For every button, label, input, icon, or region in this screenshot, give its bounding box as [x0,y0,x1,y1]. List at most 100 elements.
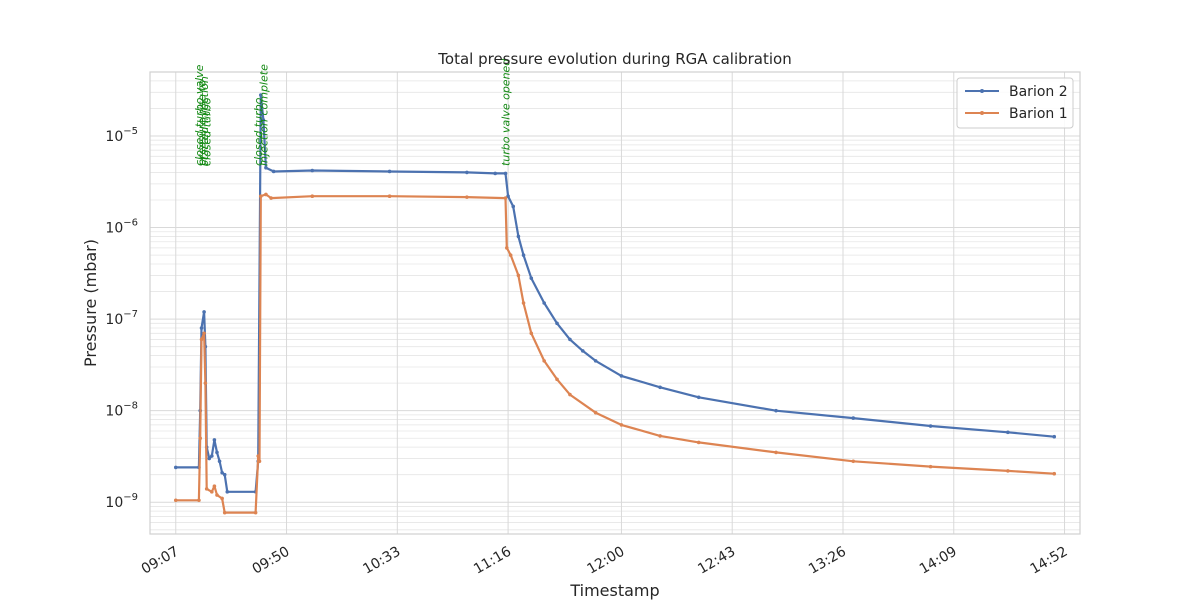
data-point-barion-2 [774,408,778,413]
data-point-barion-2 [212,438,217,442]
data-point-barion-2 [173,465,178,470]
data-point-barion-2 [222,472,227,477]
data-point-barion-1 [202,331,206,336]
data-point-barion-1 [257,459,262,464]
y-tick-label: 10−8 [105,401,138,420]
data-point-barion-1 [696,440,701,445]
legend-marker-barion-2 [980,89,984,93]
data-point-barion-1 [465,195,469,199]
data-point-barion-2 [555,321,559,326]
data-point-barion-2 [658,385,662,390]
data-point-barion-2 [210,454,214,458]
data-point-barion-1 [593,410,598,415]
chart-title: Total pressure evolution during RGA cali… [437,50,791,68]
data-point-barion-1 [928,464,933,469]
data-point-barion-1 [555,377,559,382]
data-point-barion-1 [173,498,178,503]
data-point-barion-2 [261,118,266,122]
data-point-barion-1 [774,450,778,455]
data-point-barion-2 [387,169,392,174]
data-point-barion-2 [258,93,263,97]
data-point-barion-2 [503,171,508,176]
event-annotation: started injection [198,76,211,166]
data-point-barion-2 [619,374,624,378]
data-point-barion-1 [503,196,508,200]
data-point-barion-1 [204,487,209,491]
data-point-barion-2 [465,170,469,175]
series-layer [173,93,1057,515]
data-point-barion-1 [1006,469,1010,473]
data-point-barion-2 [521,253,526,257]
data-point-barion-1 [505,246,509,250]
event-annotation: closed turbo [252,97,265,166]
data-point-barion-1 [508,253,513,257]
data-point-barion-1 [542,359,546,363]
data-point-barion-2 [542,301,546,305]
event-annotation: closed turbo valve [193,64,206,166]
data-point-barion-1 [203,381,208,385]
data-point-barion-1 [1052,471,1057,476]
event-annotation: turbo valve opened [500,58,513,166]
data-point-barion-2 [493,171,498,176]
data-point-barion-1 [658,434,662,438]
data-point-barion-1 [220,496,224,501]
data-point-barion-1 [199,337,204,342]
data-point-barion-1 [529,331,534,336]
data-point-barion-2 [593,359,598,363]
data-point-barion-2 [225,490,230,494]
data-point-barion-1 [253,510,258,515]
data-point-barion-1 [258,194,263,199]
data-point-barion-1 [222,510,227,515]
data-point-barion-1 [387,194,392,199]
data-point-barion-2 [928,424,933,428]
legend-label-barion-1: Barion 1 [1009,106,1068,122]
data-point-barion-2 [220,470,224,475]
plot-frame [149,71,1081,535]
data-point-barion-2 [215,450,219,455]
event-annotation: closed turbo [201,97,214,166]
data-point-barion-1 [264,192,268,197]
data-point-barion-2 [529,276,534,280]
y-tick-label: 10−7 [105,309,138,328]
event-annotation: injection complete [257,64,270,166]
legend-marker-barion-1 [980,111,984,115]
data-point-barion-2 [207,456,212,461]
data-point-barion-1 [521,301,526,305]
data-point-barion-2 [202,310,206,314]
data-point-barion-1 [210,490,214,494]
data-point-barion-1 [215,493,219,497]
data-point-barion-1 [516,273,521,278]
data-point-barion-1 [568,392,572,397]
data-point-barion-2 [511,204,516,209]
legend: Barion 2 Barion 1 [956,77,1074,129]
legend-label-barion-2: Barion 2 [1009,84,1068,100]
data-point-barion-2 [1052,434,1057,439]
data-point-barion-1 [256,454,260,458]
data-point-barion-1 [197,498,201,503]
data-point-barion-2 [1006,430,1010,435]
data-point-barion-2 [568,337,572,342]
data-point-barion-2 [580,349,585,353]
data-point-barion-2 [217,459,222,464]
data-point-barion-2 [271,169,276,174]
data-point-barion-2 [199,326,204,330]
y-tick-label: 10−5 [105,126,138,145]
y-tick-label: 10−6 [105,218,138,237]
y-tick-label: 10−9 [105,492,138,511]
data-point-barion-1 [851,459,856,464]
data-point-barion-1 [310,194,315,199]
data-point-barion-1 [198,436,203,441]
data-point-barion-2 [696,395,701,400]
data-point-barion-1 [212,484,217,488]
x-axis-label: Timestamp [569,581,659,600]
data-point-barion-1 [619,423,624,427]
data-point-barion-2 [310,168,315,173]
event-annotation: pressure rise to [196,80,209,167]
data-point-barion-1 [269,196,273,200]
data-point-barion-2 [516,234,521,239]
y-axis-label: Pressure (mbar) [81,239,100,367]
data-point-barion-2 [264,165,268,170]
data-point-barion-2 [506,194,510,199]
